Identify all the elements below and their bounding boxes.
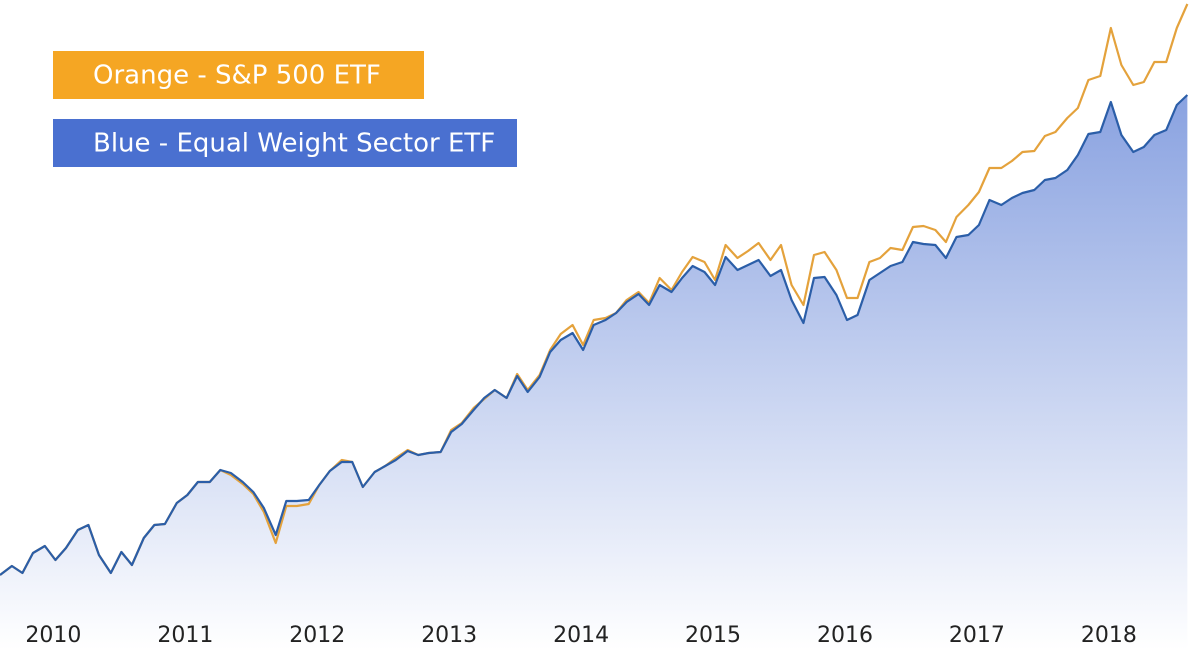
x-tick-label: 2017 — [949, 623, 1005, 648]
x-tick-label: 2018 — [1081, 623, 1137, 648]
x-tick-label: 2010 — [25, 623, 81, 648]
x-tick-label: 2014 — [553, 623, 609, 648]
series-line — [0, 94, 1189, 576]
x-tick-label: 2013 — [421, 623, 477, 648]
x-tick-label: 2011 — [157, 623, 213, 648]
x-tick-label: 2012 — [289, 623, 345, 648]
legend-label: Orange - S&P 500 ETF — [93, 61, 381, 91]
x-tick-label: 2015 — [685, 623, 741, 648]
legend-box — [53, 51, 424, 99]
legend-label: Blue - Equal Weight Sector ETF — [93, 129, 495, 159]
area — [0, 95, 1188, 650]
legend-box — [53, 119, 517, 167]
x-tick-label: 2016 — [817, 623, 873, 648]
